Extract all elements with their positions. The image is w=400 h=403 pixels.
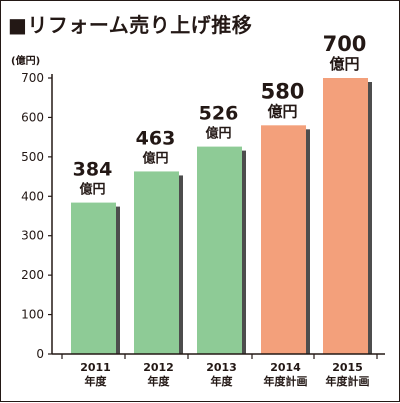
y-axis-unit-label: (億円) [11, 56, 41, 67]
data-label-unit-2012: 億円 [142, 150, 168, 166]
data-label-unit-2014: 億円 [267, 102, 297, 120]
bar-2013 [197, 146, 242, 354]
category-sub-2014: 年度計画 [264, 374, 308, 388]
data-label-unit-2015: 億円 [329, 55, 359, 73]
y-tick-label-200: 200 [21, 268, 44, 282]
data-label-unit-2013: 億円 [205, 126, 231, 142]
y-tick-label-0: 0 [36, 347, 44, 361]
y-tick-label-600: 600 [21, 110, 44, 124]
category-sub-2015: 年度計画 [326, 374, 370, 388]
data-label-unit-2011: 億円 [79, 182, 105, 198]
y-tick-label-300: 300 [21, 229, 44, 243]
bar-2015 [323, 78, 368, 354]
bar-2012 [134, 171, 179, 354]
chart-title: ■リフォーム売り上げ推移 [8, 13, 253, 37]
category-year-2013: 2013 [206, 361, 237, 374]
bar-2014 [261, 125, 306, 354]
category-sub-2013: 年度 [211, 374, 234, 388]
y-tick-label-400: 400 [21, 189, 44, 203]
category-sub-2011: 年度 [85, 374, 108, 388]
y-tick-label-700: 700 [21, 71, 44, 85]
category-year-2011: 2011 [80, 361, 111, 374]
bar-2011 [71, 202, 116, 354]
category-year-2014: 2014 [270, 361, 301, 374]
y-tick-label-100: 100 [21, 308, 44, 322]
data-label-value-2014: 580 [261, 79, 305, 103]
data-label-value-2013: 526 [199, 103, 239, 125]
data-label-value-2012: 463 [136, 127, 176, 149]
category-year-2015: 2015 [332, 361, 363, 374]
y-tick-label-500: 500 [21, 150, 44, 164]
data-label-value-2015: 700 [323, 32, 367, 56]
data-label-value-2011: 384 [73, 159, 113, 181]
category-year-2012: 2012 [143, 361, 174, 374]
category-sub-2012: 年度 [148, 374, 171, 388]
